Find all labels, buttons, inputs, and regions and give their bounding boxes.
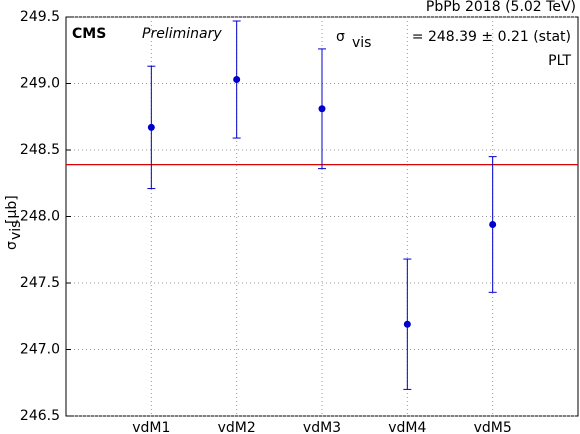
point bbox=[489, 220, 497, 228]
y-tick-label: 246.5 bbox=[20, 408, 60, 424]
y-label-unit: [μb] bbox=[4, 195, 20, 224]
x-tick-label: vdM3 bbox=[303, 420, 341, 434]
status-label: Preliminary bbox=[142, 26, 222, 42]
experiment-label: CMS bbox=[72, 26, 106, 42]
y-label-symbol: σ bbox=[4, 241, 20, 250]
point bbox=[318, 105, 326, 113]
point bbox=[147, 123, 155, 131]
annotation-subscript: vis bbox=[352, 35, 371, 51]
y-tick-label: 247.0 bbox=[20, 342, 60, 358]
x-tick-label: vdM4 bbox=[388, 420, 426, 434]
y-tick-label: 249.5 bbox=[20, 9, 60, 25]
chart-title: PbPb 2018 (5.02 TeV) bbox=[426, 0, 576, 15]
point bbox=[233, 76, 241, 84]
annotation-text: = 248.39 ± 0.21 (stat) bbox=[412, 29, 571, 45]
annotation-symbol: σ bbox=[336, 29, 345, 45]
y-tick-label: 248.0 bbox=[20, 209, 60, 225]
x-tick-label: vdM1 bbox=[132, 420, 170, 434]
x-tick-label: vdM2 bbox=[218, 420, 256, 434]
point bbox=[403, 320, 411, 328]
detector-label: PLT bbox=[548, 53, 571, 69]
y-label-subscript: vis bbox=[8, 221, 24, 240]
y-axis-label: σ vis [μb] bbox=[4, 195, 24, 250]
y-tick-label: 248.5 bbox=[20, 142, 60, 158]
x-tick-label: vdM5 bbox=[474, 420, 512, 434]
y-tick-label: 249.0 bbox=[20, 76, 60, 92]
y-tick-label: 247.5 bbox=[20, 275, 60, 291]
